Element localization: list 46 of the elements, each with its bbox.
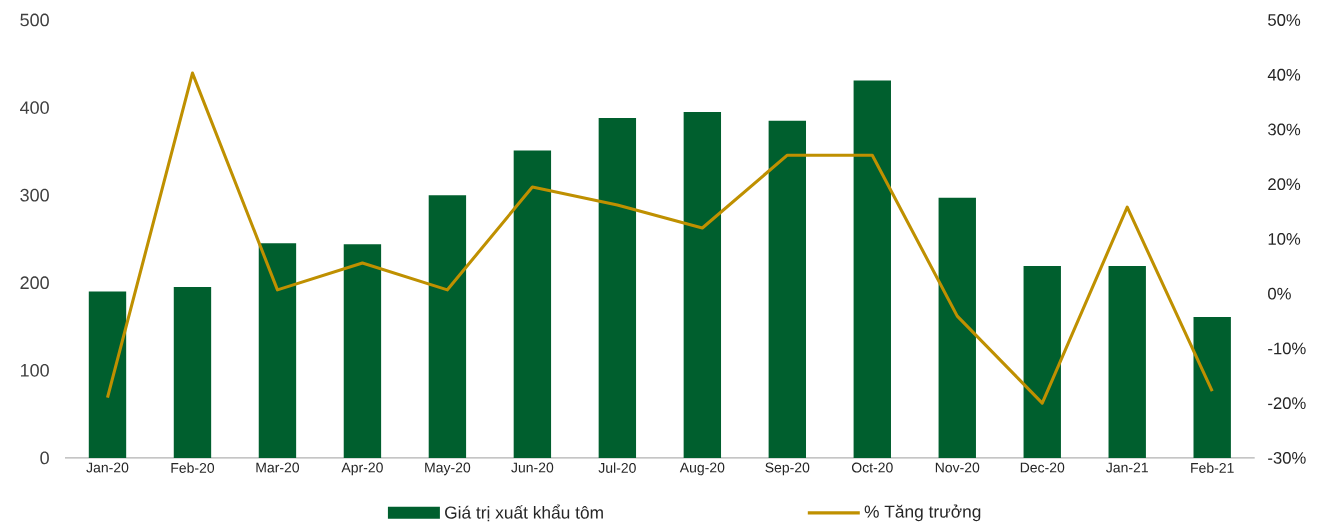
bar: [88, 291, 127, 458]
x-tick-label: Dec-20: [1020, 462, 1065, 473]
bar: [938, 197, 976, 458]
y2-tick-label: -30%: [1268, 452, 1306, 464]
y-tick-label: 0: [40, 451, 49, 465]
x-tick-label: Jan-21: [1106, 462, 1148, 473]
legend-label: % Tăng trưởng: [864, 504, 981, 522]
x-tick-label: May-20: [425, 462, 471, 476]
x-tick-label: Jul-20: [598, 462, 636, 473]
legend-label: Giá trị xuất khẩu tôm: [445, 504, 603, 522]
bar: [683, 112, 722, 458]
y2-tick-label: 30%: [1268, 123, 1301, 136]
y2-tick-label: 40%: [1267, 68, 1301, 81]
bar: [173, 287, 212, 458]
y2-tick-label: -20%: [1268, 397, 1306, 410]
bar: [428, 195, 467, 458]
x-tick-label: Nov-20: [935, 462, 980, 473]
bar: [853, 80, 891, 458]
line-series: [105, 71, 1214, 405]
x-tick-label: Feb-21: [1191, 462, 1234, 473]
x-tick-label: Oct-20: [851, 462, 893, 473]
x-tick-label: Apr-20: [341, 462, 383, 476]
x-tick-label: Sep-20: [765, 462, 810, 476]
x-tick-label: Mar-20: [256, 462, 300, 473]
y2-tick-label: 20%: [1268, 178, 1301, 191]
y2-tick-label: -10%: [1268, 342, 1306, 355]
y-tick-label: 500: [20, 13, 49, 27]
y-tick-label: 100: [20, 363, 49, 377]
x-tick-label: Feb-20: [171, 462, 215, 473]
y-tick-label: 200: [20, 276, 49, 290]
bar: [258, 243, 297, 458]
bar: [1193, 316, 1231, 458]
x-tick-label: Jun-20: [511, 462, 554, 473]
y-tick-label: 400: [20, 101, 49, 114]
x-tick-label: Jan-20: [86, 462, 129, 473]
bar: [1023, 266, 1061, 458]
bar: [343, 244, 382, 458]
bar: [513, 150, 552, 458]
y-tick-label: 300: [20, 188, 49, 202]
bar: [1108, 266, 1146, 458]
y2-tick-label: 10%: [1268, 233, 1301, 245]
y2-tick-label: 50%: [1268, 14, 1301, 26]
y2-tick-label: 0%: [1268, 287, 1291, 300]
bar: [768, 120, 807, 458]
bar: [598, 118, 637, 458]
x-tick-label: Aug-20: [679, 462, 725, 476]
